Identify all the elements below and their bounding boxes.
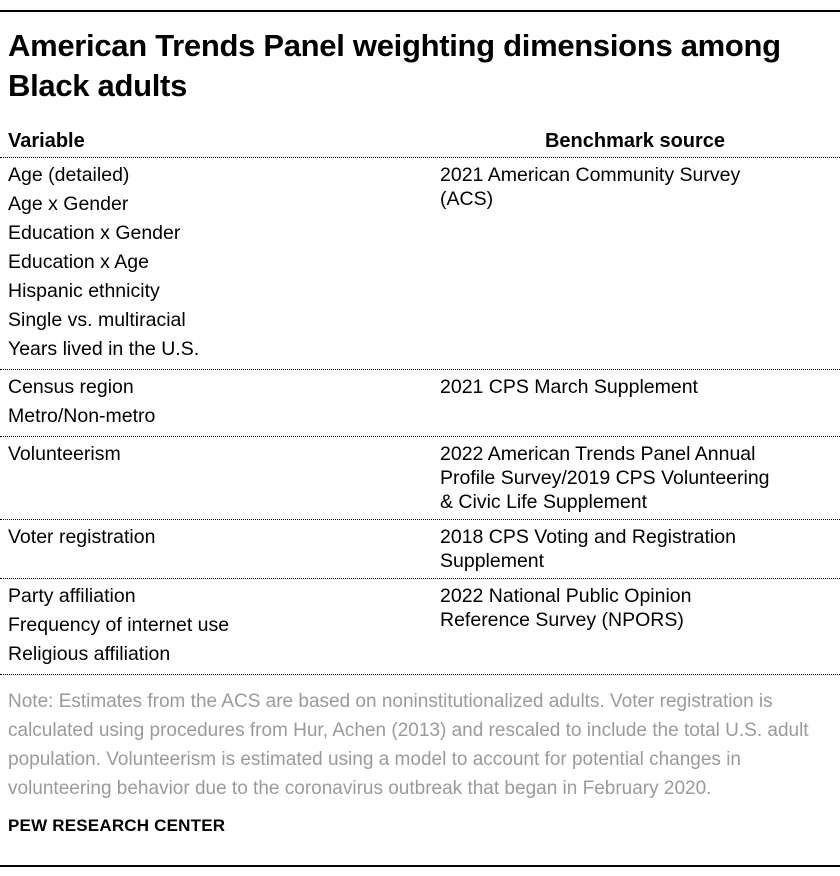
variable-label: Age x Gender: [8, 193, 129, 215]
variable-label: Voter registration: [8, 526, 156, 548]
benchmark-source-cell: 2021 American Community Survey (ACS): [440, 164, 741, 210]
variable-label: Religious affiliation: [8, 643, 171, 665]
benchmark-source-cell: 2022 National Public Opinion Reference S…: [440, 585, 692, 631]
variable-cell: Census region Metro/Non-metro: [0, 373, 440, 431]
variable-label: Age (detailed): [8, 164, 130, 186]
page-title: American Trends Panel weighting dimensio…: [8, 28, 781, 103]
variable-label: Frequency of internet use: [8, 614, 230, 636]
table-row: Census region Metro/Non-metro 2021 CPS Ma…: [0, 370, 840, 437]
table-row: Party affiliation Frequency of internet u…: [0, 579, 840, 675]
benchmark-source-cell: 2018 CPS Voting and Registration Supplem…: [440, 526, 736, 572]
source-attribution: PEW RESEARCH CENTER: [8, 816, 226, 835]
table-row: Voter registration 2018 CPS Voting and R…: [0, 520, 840, 579]
table-row: Age (detailed) Age x Gender Education x Ge…: [0, 158, 840, 370]
variable-label: Hispanic ethnicity: [8, 280, 160, 302]
top-rule: [0, 10, 840, 12]
benchmark-source-cell: 2022 American Trends Panel Annual Profil…: [440, 443, 770, 513]
benchmark-source-cell: 2021 CPS March Supplement: [440, 376, 698, 398]
variable-label: Party affiliation: [8, 585, 136, 607]
note-text: Note: Estimates from the ACS are based o…: [8, 691, 809, 799]
variable-cell: Voter registration: [0, 523, 440, 573]
variable-label: Metro/Non-metro: [8, 405, 156, 427]
variable-label: Single vs. multiracial: [8, 309, 186, 331]
variable-label: Years lived in the U.S.: [8, 338, 200, 360]
variable-label: Education x Gender: [8, 222, 181, 244]
variable-label: Volunteerism: [8, 443, 121, 465]
variable-label: Census region: [8, 376, 134, 398]
table-header-row: Variable Benchmark source: [0, 128, 840, 158]
variable-cell: Party affiliation Frequency of internet u…: [0, 582, 440, 669]
column-header-variable: Variable: [8, 130, 85, 152]
variable-cell: Volunteerism: [0, 440, 440, 514]
weighting-table: Age (detailed) Age x Gender Education x Ge…: [0, 158, 840, 675]
variable-cell: Age (detailed) Age x Gender Education x Ge…: [0, 161, 440, 364]
column-header-benchmark-source: Benchmark source: [544, 130, 726, 152]
bottom-rule: [0, 865, 840, 867]
table-row: Volunteerism 2022 American Trends Panel …: [0, 437, 840, 520]
variable-label: Education x Age: [8, 251, 149, 273]
